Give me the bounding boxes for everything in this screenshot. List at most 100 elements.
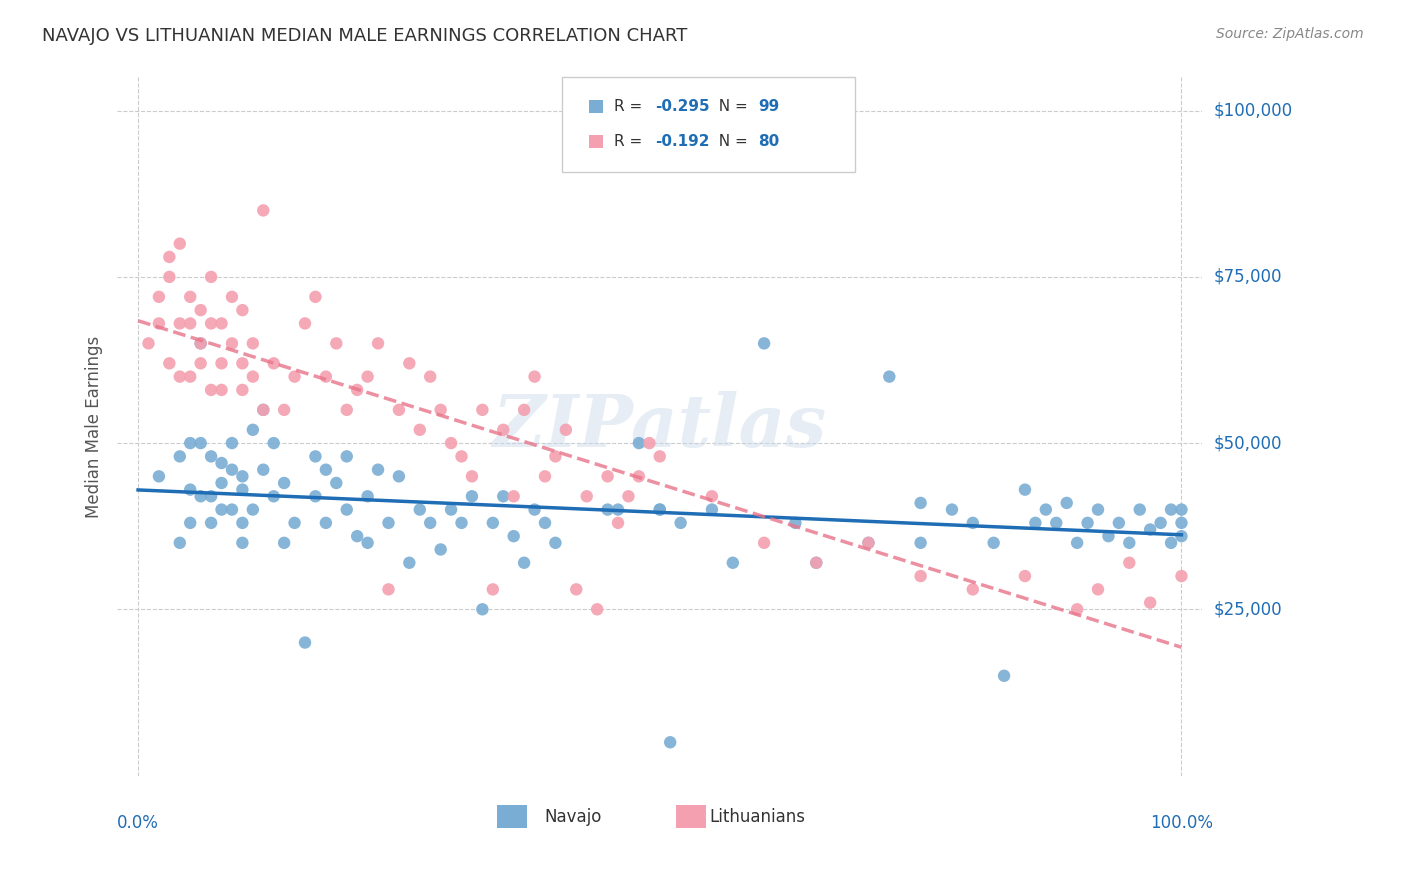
- Point: [1056, 496, 1078, 510]
- Point: [627, 469, 650, 483]
- Point: [179, 317, 201, 331]
- Text: $100,000: $100,000: [1213, 102, 1292, 120]
- Point: [1170, 502, 1192, 516]
- Point: [523, 502, 546, 516]
- Point: [231, 303, 253, 318]
- Y-axis label: Median Male Earnings: Median Male Earnings: [86, 335, 103, 517]
- Point: [1170, 516, 1192, 530]
- Point: [544, 536, 567, 550]
- Point: [492, 423, 515, 437]
- Text: N =: N =: [709, 99, 752, 114]
- Point: [1160, 502, 1182, 516]
- Point: [367, 463, 389, 477]
- Point: [200, 383, 222, 397]
- Point: [242, 502, 264, 516]
- FancyBboxPatch shape: [676, 805, 706, 828]
- Point: [669, 516, 692, 530]
- Point: [346, 383, 368, 397]
- Point: [471, 602, 494, 616]
- Point: [910, 569, 932, 583]
- Point: [482, 516, 505, 530]
- Point: [221, 463, 243, 477]
- Point: [419, 516, 441, 530]
- Point: [648, 502, 671, 516]
- Point: [169, 536, 191, 550]
- Point: [586, 602, 609, 616]
- Point: [200, 516, 222, 530]
- Point: [252, 402, 274, 417]
- Point: [544, 450, 567, 464]
- Point: [450, 516, 472, 530]
- Point: [221, 290, 243, 304]
- Point: [169, 369, 191, 384]
- Text: Source: ZipAtlas.com: Source: ZipAtlas.com: [1216, 27, 1364, 41]
- Point: [806, 556, 828, 570]
- Point: [284, 369, 307, 384]
- Point: [211, 502, 233, 516]
- Point: [325, 475, 347, 490]
- Point: [648, 450, 671, 464]
- Point: [221, 336, 243, 351]
- Point: [138, 336, 160, 351]
- Point: [294, 635, 316, 649]
- Point: [858, 536, 880, 550]
- Point: [513, 556, 536, 570]
- Point: [1066, 536, 1088, 550]
- FancyBboxPatch shape: [589, 136, 603, 148]
- Point: [273, 536, 295, 550]
- Point: [221, 436, 243, 450]
- Point: [252, 402, 274, 417]
- Text: 100.0%: 100.0%: [1150, 814, 1213, 832]
- Point: [941, 502, 963, 516]
- Point: [304, 489, 326, 503]
- Point: [148, 317, 170, 331]
- Point: [1024, 516, 1046, 530]
- Point: [388, 402, 411, 417]
- Point: [336, 450, 359, 464]
- Point: [356, 536, 378, 550]
- Text: Navajo: Navajo: [544, 808, 602, 826]
- Point: [1118, 556, 1140, 570]
- Point: [785, 516, 807, 530]
- Point: [962, 516, 984, 530]
- Point: [721, 556, 744, 570]
- Point: [910, 536, 932, 550]
- Point: [1087, 582, 1109, 597]
- Point: [367, 336, 389, 351]
- Point: [169, 236, 191, 251]
- Point: [806, 556, 828, 570]
- Point: [752, 336, 775, 351]
- Point: [190, 303, 212, 318]
- Point: [190, 336, 212, 351]
- Point: [1170, 529, 1192, 543]
- Point: [211, 356, 233, 370]
- Point: [1129, 502, 1152, 516]
- Point: [1087, 502, 1109, 516]
- Point: [179, 369, 201, 384]
- Point: [157, 269, 180, 284]
- FancyBboxPatch shape: [496, 805, 527, 828]
- Text: 99: 99: [758, 99, 779, 114]
- Text: $50,000: $50,000: [1213, 434, 1282, 452]
- Point: [1066, 602, 1088, 616]
- Text: N =: N =: [709, 134, 752, 149]
- Point: [231, 383, 253, 397]
- Point: [179, 483, 201, 497]
- Point: [169, 450, 191, 464]
- Point: [157, 250, 180, 264]
- Text: $25,000: $25,000: [1213, 600, 1282, 618]
- Text: -0.295: -0.295: [655, 99, 710, 114]
- Point: [263, 436, 285, 450]
- Point: [148, 469, 170, 483]
- Point: [200, 450, 222, 464]
- Text: NAVAJO VS LITHUANIAN MEDIAN MALE EARNINGS CORRELATION CHART: NAVAJO VS LITHUANIAN MEDIAN MALE EARNING…: [42, 27, 688, 45]
- Point: [315, 369, 337, 384]
- Point: [565, 582, 588, 597]
- Point: [157, 356, 180, 370]
- Point: [273, 475, 295, 490]
- Text: -0.192: -0.192: [655, 134, 710, 149]
- Text: 80: 80: [758, 134, 779, 149]
- Point: [336, 502, 359, 516]
- Point: [231, 483, 253, 497]
- Point: [1118, 536, 1140, 550]
